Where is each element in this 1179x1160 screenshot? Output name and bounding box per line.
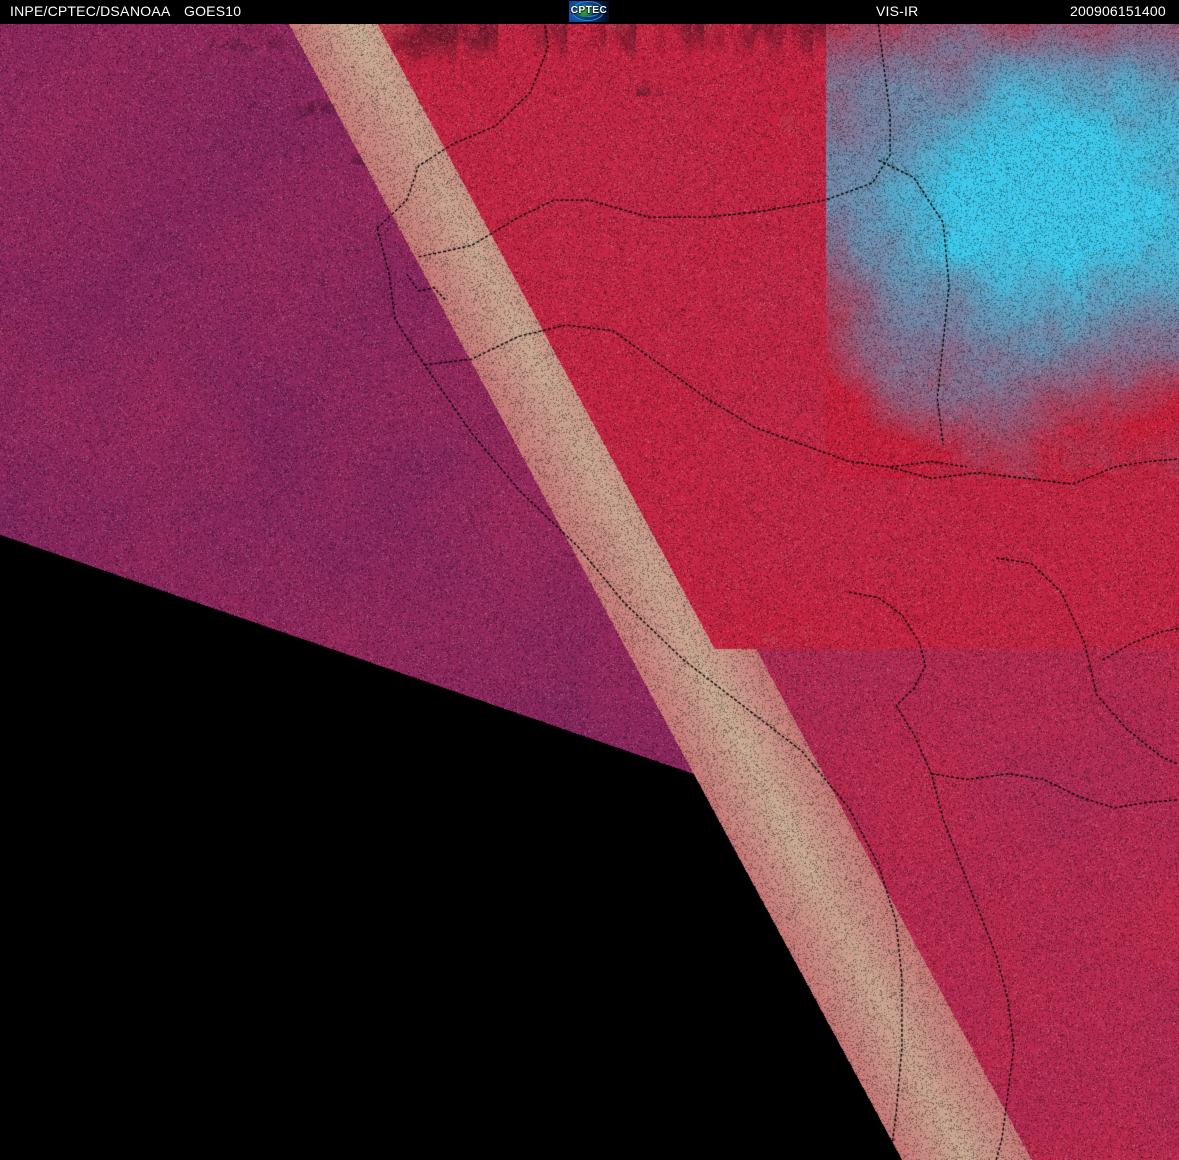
header-bar: INPE/CPTEC/DSA NOAA GOES10 CPTEC VIS-IR …: [0, 0, 1179, 24]
cptec-logo-continent-shape: [577, 6, 593, 17]
header-agency-label: NOAA: [130, 3, 171, 19]
header-channel-label: VIS-IR: [876, 3, 919, 19]
header-institute-label: INPE/CPTEC/DSA: [10, 3, 130, 19]
satellite-image-panel: [0, 24, 1179, 1160]
cptec-logo-text: CPTEC: [570, 5, 608, 16]
cptec-logo: CPTEC: [568, 1, 610, 22]
header-satellite-label: GOES10: [184, 3, 242, 19]
header-timestamp-label: 200906151400: [1070, 3, 1166, 19]
satellite-image-canvas: [0, 24, 1179, 1160]
